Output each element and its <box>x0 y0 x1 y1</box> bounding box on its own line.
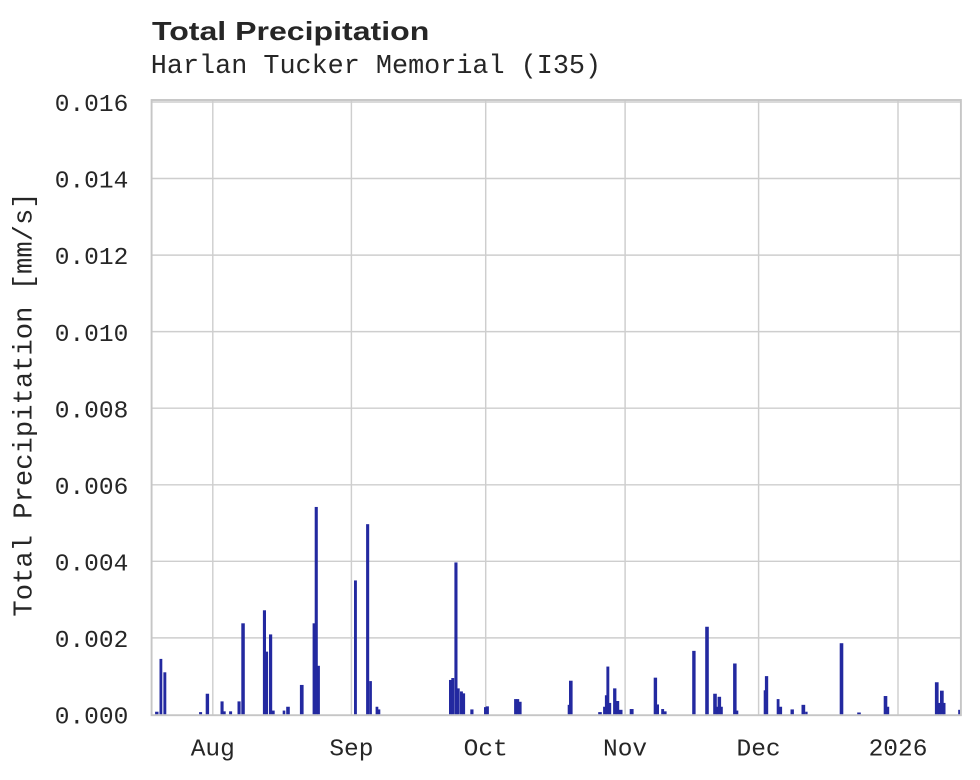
svg-text:0.008: 0.008 <box>55 398 129 425</box>
svg-text:0.004: 0.004 <box>55 551 129 578</box>
svg-text:0.012: 0.012 <box>55 245 129 272</box>
svg-text:Total Precipitation [mm/s]: Total Precipitation [mm/s] <box>10 192 41 616</box>
svg-text:2026: 2026 <box>869 736 928 763</box>
svg-text:Oct: Oct <box>464 736 508 763</box>
svg-text:Nov: Nov <box>603 736 647 763</box>
svg-text:Aug: Aug <box>191 736 235 763</box>
svg-text:0.000: 0.000 <box>55 705 129 732</box>
svg-text:0.006: 0.006 <box>55 475 129 502</box>
svg-text:0.014: 0.014 <box>55 169 129 196</box>
svg-text:Total Precipitation: Total Precipitation <box>152 16 429 46</box>
svg-text:0.010: 0.010 <box>55 322 129 349</box>
svg-text:Harlan Tucker Memorial (I35): Harlan Tucker Memorial (I35) <box>151 52 601 82</box>
svg-text:Sep: Sep <box>329 736 373 763</box>
svg-text:Dec: Dec <box>737 736 781 763</box>
svg-text:0.002: 0.002 <box>55 628 129 655</box>
svg-text:0.016: 0.016 <box>55 92 129 119</box>
